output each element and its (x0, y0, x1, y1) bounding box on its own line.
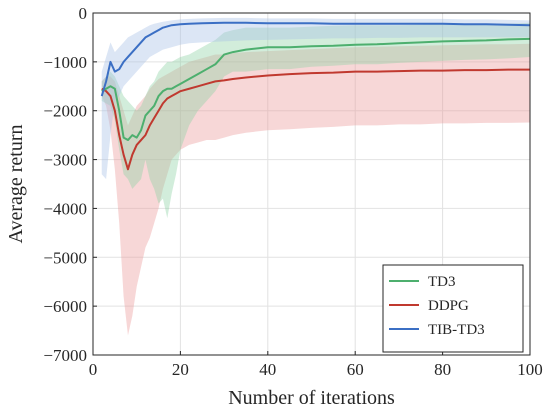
y-tick-label: −7000 (43, 346, 87, 365)
plot-frame (92, 12, 531, 356)
y-axis-label: Average return (5, 124, 27, 243)
axis-ticks: 0 20 40 60 80 100 0 −1000 −2000 −3000 −4000 −5000 −6… (43, 4, 542, 379)
band-tib-td3 (101, 17, 531, 180)
series-lines (100, 21, 531, 171)
x-tick-label: 80 (434, 360, 451, 379)
y-tick-label: −4000 (43, 199, 87, 218)
y-tick-label: −2000 (43, 102, 87, 121)
legend-label: TIB-TD3 (428, 322, 485, 338)
x-axis-label: Number of iterations (228, 387, 395, 409)
legend-label: DDPG (428, 298, 469, 314)
legend: TD3 DDPG TIB-TD3 (382, 264, 524, 353)
y-tick-label: −3000 (43, 151, 87, 170)
line-td3 (101, 37, 531, 142)
x-tick-label: 20 (172, 360, 189, 379)
line-ddpg (101, 68, 530, 171)
legend-box (382, 264, 524, 353)
y-tick-label: 0 (79, 4, 88, 23)
band-td3 (101, 22, 531, 219)
y-tick-label: −1000 (43, 53, 87, 72)
y-tick-label: −6000 (43, 297, 87, 316)
y-tick-label: −5000 (43, 248, 87, 267)
x-tick-label: 0 (89, 360, 98, 379)
x-tick-label: 100 (517, 360, 543, 379)
x-tick-label: 40 (259, 360, 276, 379)
variance-bands (101, 17, 531, 336)
legend-label: TD3 (428, 274, 456, 290)
band-ddpg (101, 43, 531, 336)
x-tick-label: 60 (347, 360, 364, 379)
line-tib-td3 (100, 21, 531, 97)
